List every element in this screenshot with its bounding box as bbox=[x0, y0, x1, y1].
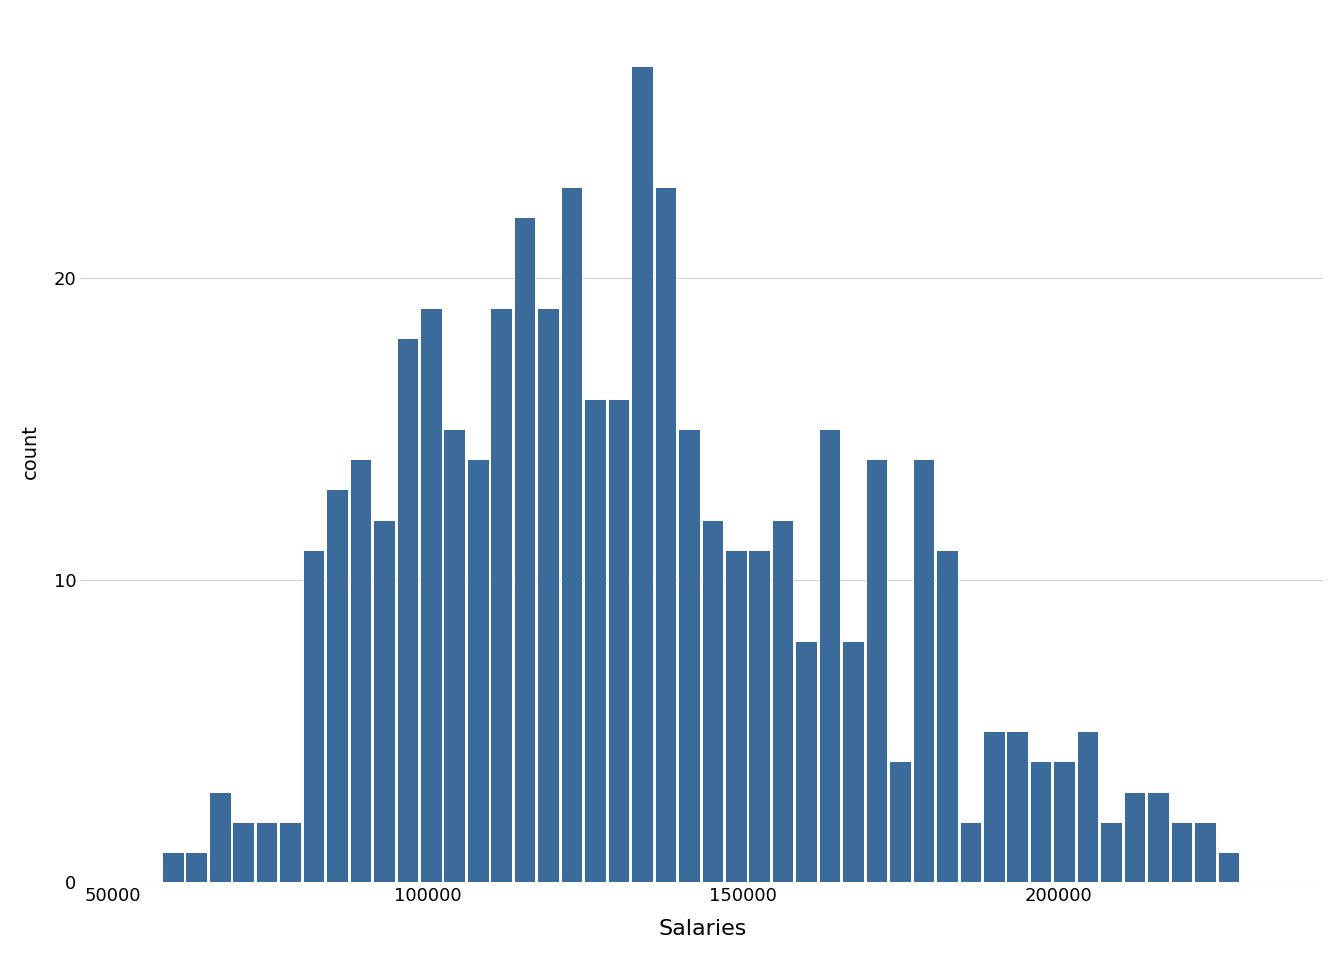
Bar bbox=[327, 490, 348, 882]
Bar bbox=[444, 429, 465, 882]
Bar bbox=[1054, 761, 1075, 882]
Bar bbox=[1007, 732, 1028, 882]
Bar bbox=[302, 550, 324, 882]
X-axis label: Salaries: Salaries bbox=[659, 919, 746, 939]
Bar bbox=[1101, 822, 1122, 882]
Bar bbox=[491, 308, 512, 882]
Bar bbox=[843, 640, 864, 882]
Bar bbox=[1193, 822, 1216, 882]
Bar bbox=[560, 187, 582, 882]
Bar bbox=[349, 459, 371, 882]
Bar bbox=[466, 459, 488, 882]
Bar bbox=[796, 640, 817, 882]
Bar bbox=[374, 519, 395, 882]
Bar bbox=[913, 459, 934, 882]
Bar bbox=[421, 308, 442, 882]
Bar bbox=[866, 459, 887, 882]
Bar bbox=[655, 187, 676, 882]
Y-axis label: count: count bbox=[22, 424, 40, 479]
Bar bbox=[1218, 852, 1239, 882]
Bar bbox=[538, 308, 559, 882]
Bar bbox=[585, 398, 606, 882]
Bar bbox=[185, 852, 207, 882]
Bar bbox=[960, 822, 981, 882]
Bar bbox=[513, 217, 535, 882]
Bar bbox=[396, 338, 418, 882]
Bar bbox=[890, 761, 911, 882]
Bar bbox=[632, 66, 653, 882]
Bar bbox=[607, 398, 629, 882]
Bar bbox=[818, 429, 840, 882]
Bar bbox=[233, 822, 254, 882]
Bar bbox=[724, 550, 746, 882]
Bar bbox=[702, 519, 723, 882]
Bar bbox=[1030, 761, 1051, 882]
Bar bbox=[749, 550, 770, 882]
Bar bbox=[280, 822, 301, 882]
Bar bbox=[935, 550, 958, 882]
Bar bbox=[1077, 732, 1098, 882]
Bar bbox=[771, 519, 793, 882]
Bar bbox=[1148, 792, 1169, 882]
Bar bbox=[679, 429, 700, 882]
Bar bbox=[982, 732, 1004, 882]
Bar bbox=[1171, 822, 1192, 882]
Bar bbox=[255, 822, 277, 882]
Bar bbox=[1124, 792, 1145, 882]
Bar bbox=[208, 792, 231, 882]
Bar bbox=[163, 852, 184, 882]
